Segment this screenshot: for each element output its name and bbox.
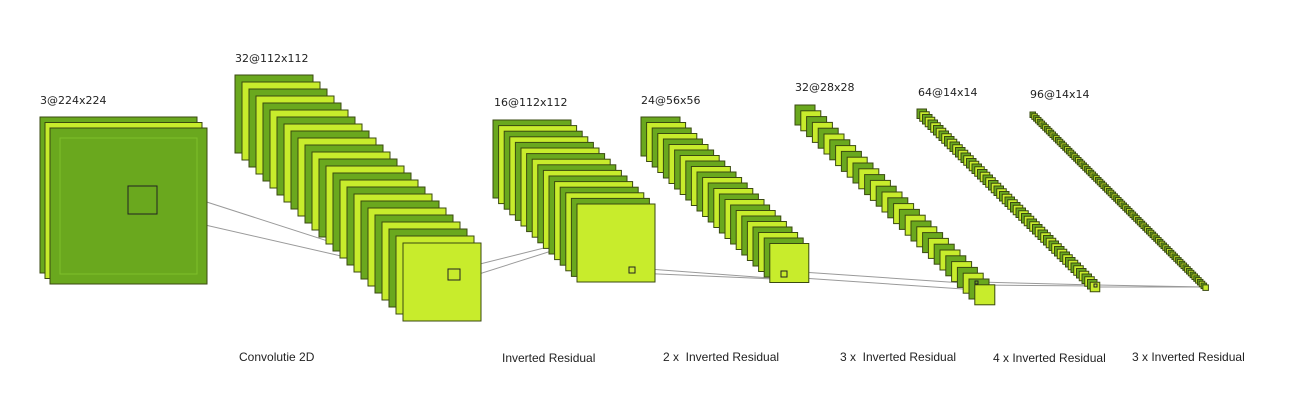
layer-dim-label: 24@56x56 xyxy=(641,94,701,107)
operation-label: Convolutie 2D xyxy=(239,350,315,364)
layer-stack xyxy=(39,116,208,285)
kernel-box xyxy=(974,280,979,285)
layer-dim-label: 32@112x112 xyxy=(235,52,309,65)
layer-dim-label: 32@28x28 xyxy=(795,81,855,94)
kernel-box xyxy=(447,268,461,281)
feature-map xyxy=(974,284,996,306)
projection-line xyxy=(786,276,979,291)
operation-label: 4 x Inverted Residual xyxy=(993,351,1106,365)
kernel-box xyxy=(628,266,636,274)
feature-map-stacks xyxy=(39,74,1209,322)
layer-stack xyxy=(492,119,656,283)
layer-stack xyxy=(794,104,996,306)
feature-map xyxy=(402,242,482,322)
feature-map xyxy=(49,127,208,285)
feature-map-inner-edge xyxy=(59,137,198,275)
feature-map xyxy=(1202,284,1209,291)
layer-dim-label: 16@112x112 xyxy=(494,96,568,109)
layer-stack xyxy=(1029,111,1209,291)
operation-label: 3 x Inverted Residual xyxy=(1132,350,1245,364)
layer-dim-label: 3@224x224 xyxy=(40,94,107,107)
projection-line xyxy=(977,281,1097,286)
feature-map xyxy=(769,243,810,283)
feature-map xyxy=(576,203,656,283)
operation-label: Inverted Residual xyxy=(502,351,595,365)
layer-stack xyxy=(234,74,482,322)
operation-label: 2 x Inverted Residual xyxy=(663,350,779,364)
layer-stack xyxy=(640,116,810,283)
kernel-box xyxy=(1093,283,1098,288)
kernel-box xyxy=(127,185,158,215)
kernel-box xyxy=(780,270,788,278)
layer-dim-label: 64@14x14 xyxy=(918,86,978,99)
layer-dim-label: 96@14x14 xyxy=(1030,88,1090,101)
operation-label: 3 x Inverted Residual xyxy=(840,350,956,364)
projection-line xyxy=(977,284,1097,287)
projection-line xyxy=(786,270,979,285)
kernel-boxes xyxy=(127,185,1098,288)
